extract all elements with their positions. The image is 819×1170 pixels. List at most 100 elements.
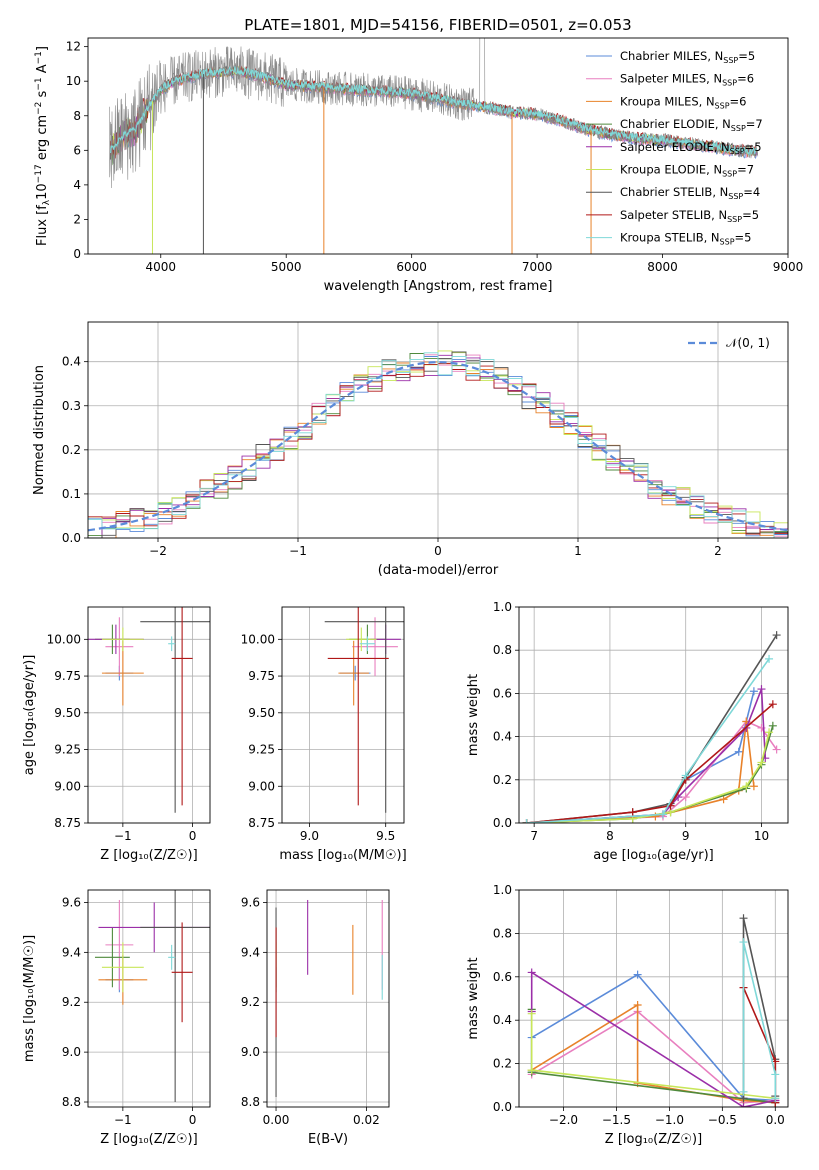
y-axis-label-part: −2 bbox=[34, 102, 44, 115]
y-axis-label-part: A bbox=[35, 64, 50, 77]
y-tick-label: 12 bbox=[66, 40, 81, 54]
x-axis-label: Z [log₁₀(Z/Z☉)] bbox=[605, 1132, 702, 1147]
x-tick-label: −1.0 bbox=[655, 1113, 684, 1127]
mw_vs_Z-frame bbox=[518, 889, 789, 1108]
legend-tail: =7 bbox=[746, 117, 763, 131]
x-axis-label: E(B-V) bbox=[308, 1132, 348, 1147]
legend-entry: Kroupa ELODIE, NSSP=7 bbox=[620, 163, 754, 179]
series-line-kroupa_elodie bbox=[526, 732, 770, 823]
y-tick-label: 2 bbox=[73, 212, 81, 226]
mass_vs_ebv-points bbox=[275, 899, 383, 1098]
y-axis-label-part: λ bbox=[42, 199, 52, 205]
series-marker-kroupa_miles bbox=[633, 1001, 642, 1010]
mass_vs_Z-frame bbox=[87, 889, 211, 1108]
y-axis-label-part: −1 bbox=[34, 51, 44, 64]
legend-label: Chabrier MILES, N bbox=[620, 49, 723, 63]
mass_vs_Z-points bbox=[94, 890, 210, 1103]
y-tick-label: 8 bbox=[73, 109, 81, 123]
legend-label: Kroupa ELODIE, N bbox=[620, 163, 722, 177]
x-tick-label: −1 bbox=[114, 829, 132, 843]
x-axis-label: Z [log₁₀(Z/Z☉)] bbox=[100, 1132, 197, 1147]
legend-label: Kroupa MILES, N bbox=[620, 94, 715, 108]
x-tick-label: 5000 bbox=[271, 260, 302, 274]
x-tick-label: 9.5 bbox=[376, 829, 395, 843]
legend-label: Salpeter STELIB, N bbox=[620, 208, 727, 222]
series-line-salpeter_elodie bbox=[530, 971, 776, 1107]
x-tick-label: −1 bbox=[289, 544, 307, 558]
series-marker-kroupa_miles bbox=[749, 782, 758, 791]
series-marker-chabrier_stelib bbox=[739, 914, 748, 923]
y-axis-label-part: Flux [f bbox=[35, 205, 50, 246]
series-marker-kroupa_stelib bbox=[522, 819, 531, 823]
legend-sub: SSP bbox=[731, 124, 746, 133]
series-marker-kroupa_miles bbox=[651, 812, 660, 821]
y-tick-label: 8.75 bbox=[248, 816, 275, 830]
legend-tail: =6 bbox=[730, 94, 747, 108]
y-tick-label: 0.1 bbox=[62, 487, 81, 501]
series-line-salpeter_stelib bbox=[526, 703, 774, 823]
series-marker-kroupa_stelib bbox=[739, 1087, 748, 1096]
y-tick-label: 0 bbox=[73, 247, 81, 261]
x-axis-label: wavelength [Angstrom, rest frame] bbox=[324, 279, 553, 294]
series-marker-kroupa_elodie bbox=[765, 728, 774, 737]
legend-label: Salpeter ELODIE, N bbox=[620, 140, 730, 154]
series-line-chabrier_miles bbox=[526, 691, 755, 823]
series-line-chabrier_elodie bbox=[530, 1009, 776, 1104]
series-marker-salpeter_elodie bbox=[527, 968, 536, 977]
legend-sub: SSP bbox=[722, 170, 737, 179]
y-tick-label: 9.50 bbox=[248, 706, 275, 720]
y-tick-label: 9.50 bbox=[54, 706, 81, 720]
age_vs_Z-axes: −1 0 8.75 9.00 9.25 9.50 9.75 10.00 Z [log₁₀(Z/Z… bbox=[22, 607, 210, 863]
y-axis-label-part: 10 bbox=[35, 183, 50, 200]
y-axis-label-part: erg cm bbox=[35, 115, 50, 164]
series-marker-kroupa_stelib bbox=[771, 1094, 780, 1103]
series-line-salpeter_stelib bbox=[742, 987, 777, 1103]
y-tick-label: 6 bbox=[73, 143, 81, 157]
legend-entry: Chabrier ELODIE, NSSP=7 bbox=[620, 117, 763, 133]
residuals-frame bbox=[87, 321, 789, 539]
y-tick-label: 9.0 bbox=[241, 1045, 260, 1059]
x-tick-label: −1.5 bbox=[602, 1113, 631, 1127]
y-tick-label: 10.00 bbox=[241, 632, 275, 646]
age_vs_mass-frame bbox=[281, 606, 405, 824]
y-axis-label: mass [log₁₀(M/M☉)] bbox=[22, 935, 37, 1062]
y-axis-label: age [log₁₀(age/yr)] bbox=[22, 655, 37, 776]
legend-tail: =5 bbox=[742, 208, 759, 222]
series-marker-salpeter_miles bbox=[772, 745, 781, 754]
legend-sub: SSP bbox=[730, 147, 745, 156]
series-line-chabrier_miles bbox=[530, 973, 776, 1102]
mw_vs_Z-axes: −2.0 −1.5 −1.0 −0.5 0.0 0.0 0.2 0.4 0.6 0.8 1.0 Z [… bbox=[466, 883, 788, 1147]
x-tick-label: 0 bbox=[189, 1113, 197, 1127]
spectrum-axes: 4000 5000 6000 7000 8000 9000 0 2 4 6 8 10 12 wavelen… bbox=[66, 40, 804, 294]
mass_vs_ebv-axes: 0.00 0.02 8.8 9.0 9.2 9.4 9.6 E(B-V) bbox=[241, 890, 389, 1147]
y-axis-label-part: −1 bbox=[34, 77, 44, 90]
age_vs_mass-axes: 9.0 9.5 8.75 9.00 9.25 9.50 9.75 10.00 mass [log… bbox=[241, 607, 407, 863]
normal-curve bbox=[88, 360, 788, 532]
spectrum-lines bbox=[109, 38, 759, 254]
legend-tail: =5 bbox=[745, 140, 762, 154]
series-marker-kroupa_elodie bbox=[757, 758, 766, 767]
x-tick-label: 6000 bbox=[396, 260, 427, 274]
legend-sub: SSP bbox=[723, 56, 738, 65]
y-tick-label: 0.0 bbox=[62, 531, 81, 545]
x-tick-label: 0.0 bbox=[766, 1113, 785, 1127]
legend-tail: =4 bbox=[743, 185, 760, 199]
y-tick-label: 1.0 bbox=[493, 883, 512, 897]
mass_vs_ebv-frame bbox=[266, 889, 390, 1108]
y-tick-label: 1.0 bbox=[493, 600, 512, 614]
y-axis-label: Flux [fλ10−17 erg cm−2 s−1 A−1] bbox=[34, 46, 52, 246]
observed-spectrum bbox=[109, 38, 759, 189]
series-line-salpeter_miles bbox=[531, 1010, 776, 1104]
legend-sub: SSP bbox=[720, 238, 735, 247]
x-tick-label: 0 bbox=[189, 829, 197, 843]
legend-entry: Salpeter MILES, NSSP=6 bbox=[620, 72, 754, 88]
legend-entry: Chabrier MILES, NSSP=5 bbox=[620, 49, 755, 65]
x-tick-label: 0 bbox=[434, 544, 442, 558]
legend-tail: =6 bbox=[737, 72, 754, 86]
y-tick-label: 8.8 bbox=[241, 1095, 260, 1109]
series-marker-chabrier_miles bbox=[633, 970, 642, 979]
x-tick-label: 1 bbox=[574, 544, 582, 558]
y-axis-label-part: −17 bbox=[34, 164, 44, 183]
x-axis-label: (data-model)/error bbox=[378, 563, 499, 578]
y-tick-label: 8.75 bbox=[54, 816, 81, 830]
